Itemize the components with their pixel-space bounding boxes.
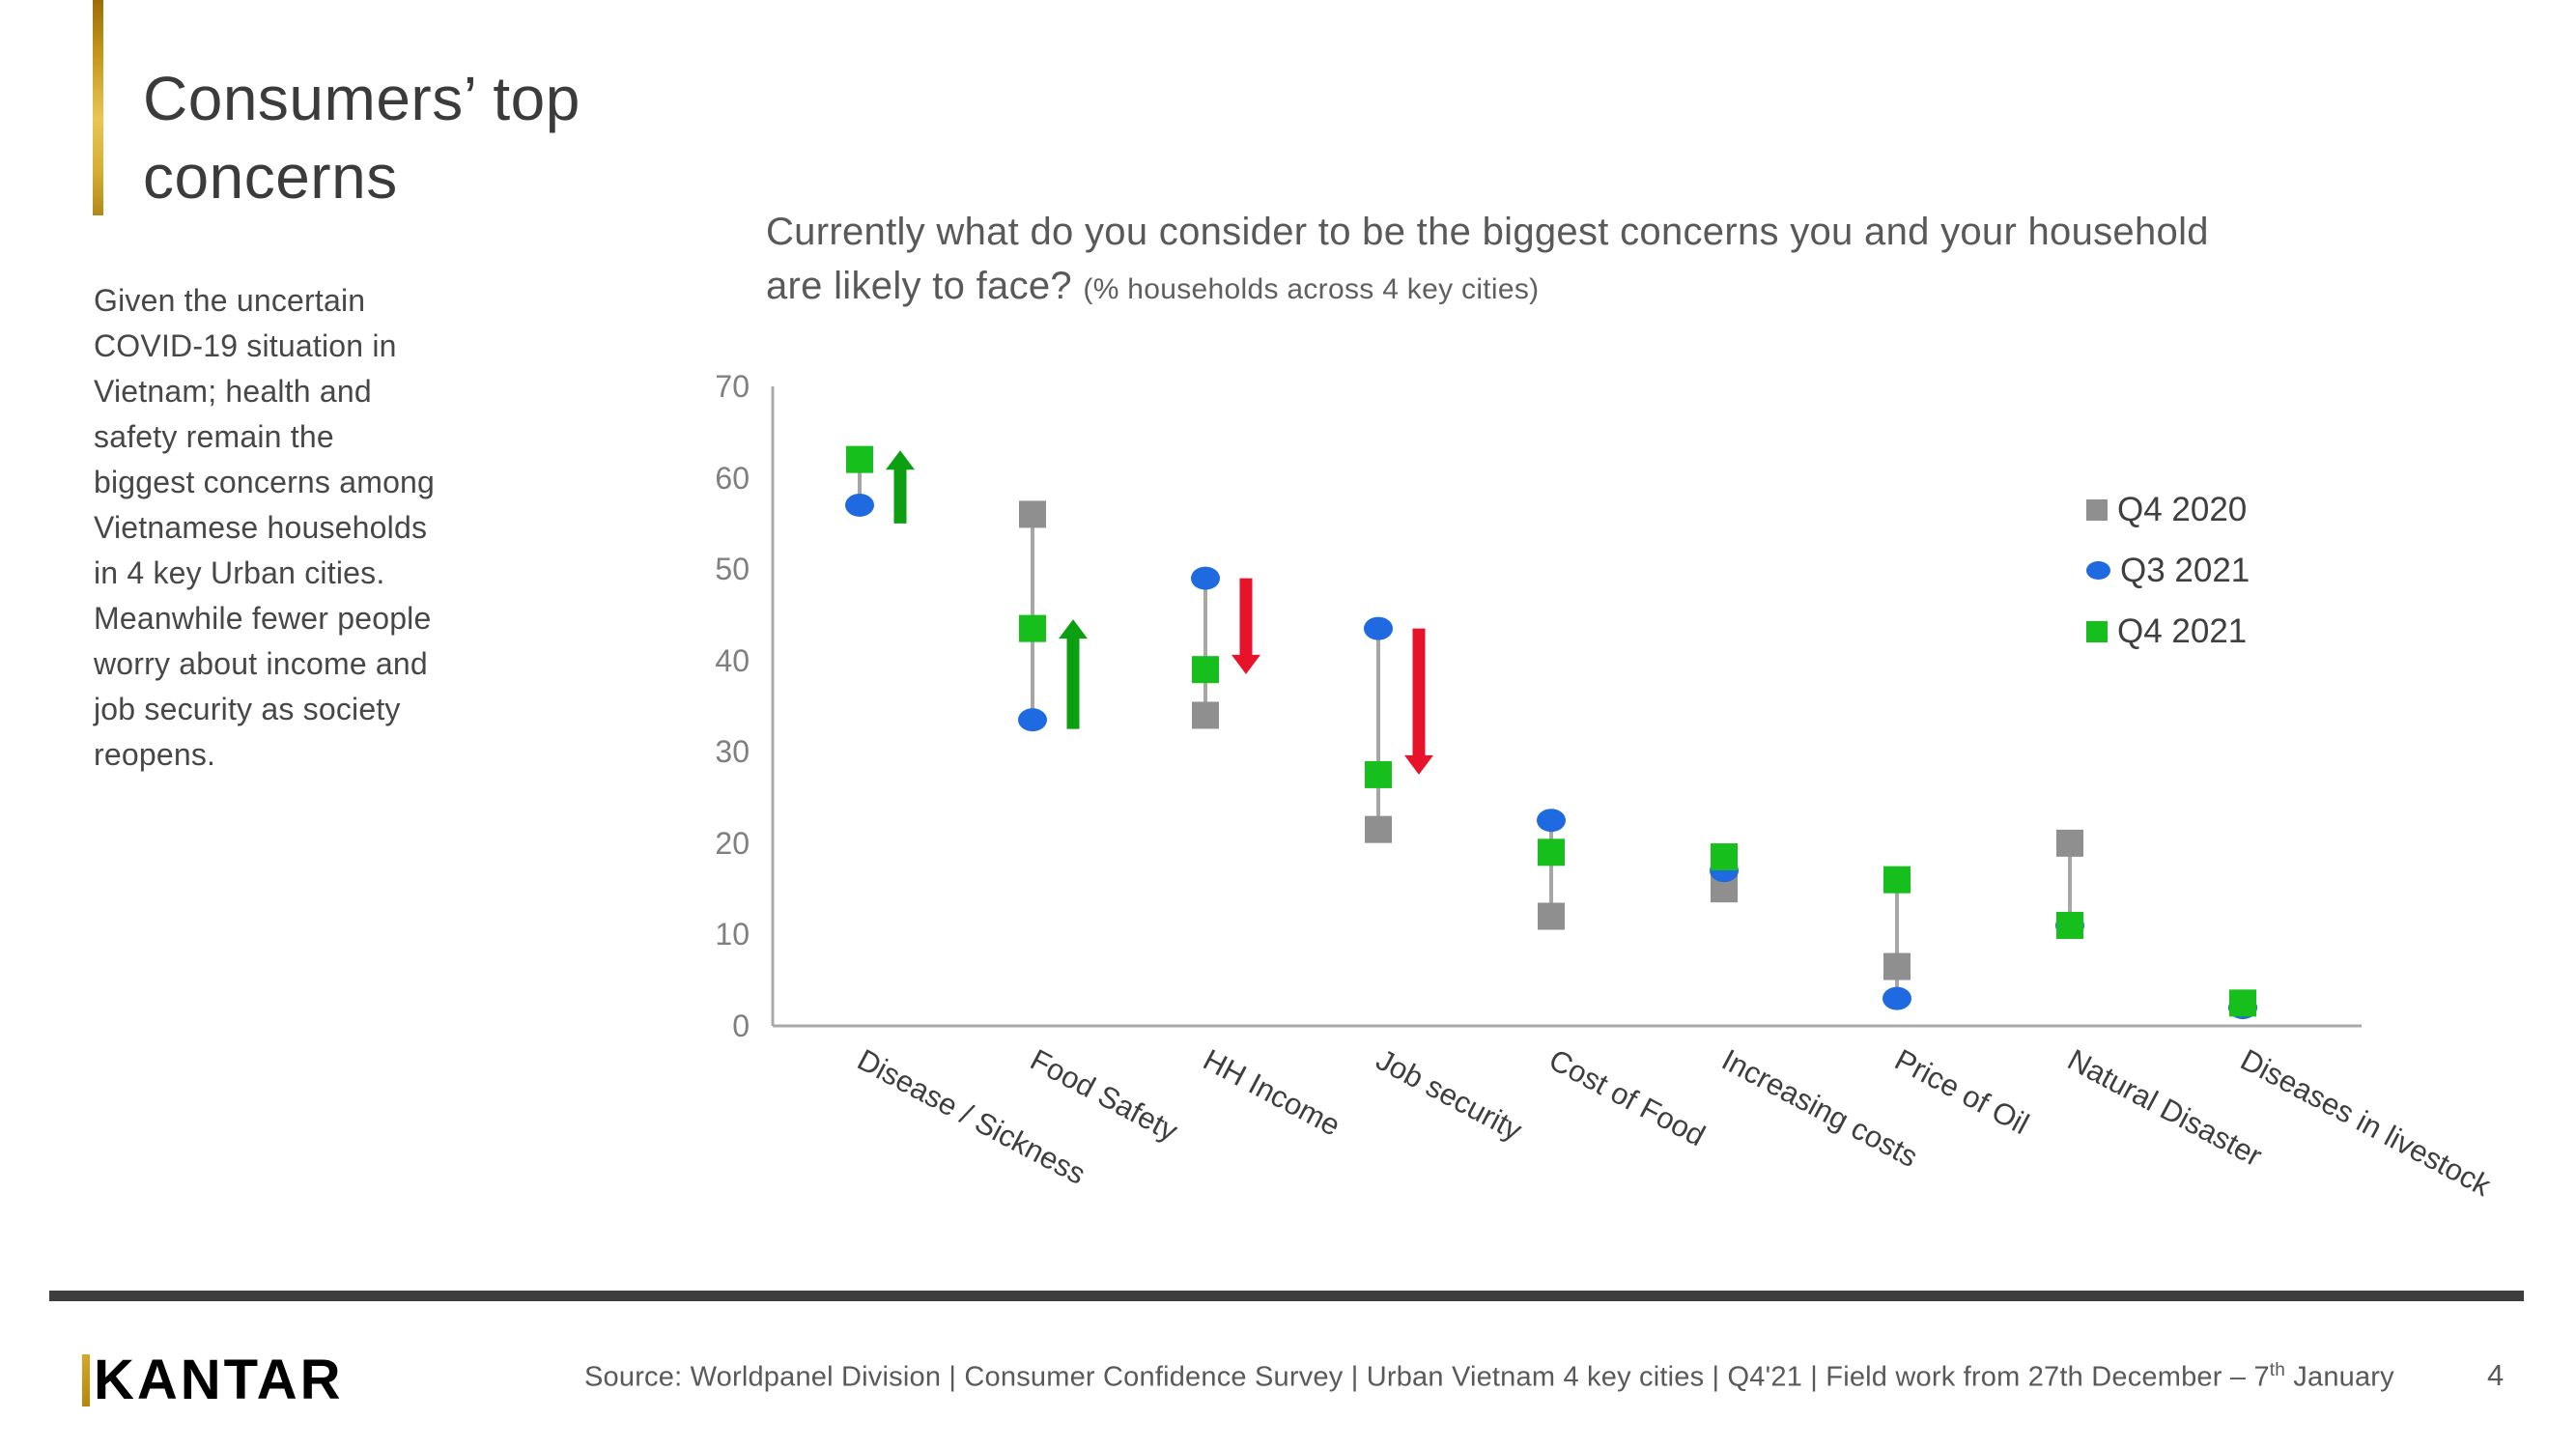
- marker-q3-2021: [1882, 986, 1911, 1010]
- slide-title: Consumers’ top concerns: [143, 64, 580, 212]
- marker-q4-2021: [2229, 989, 2256, 1017]
- chart-title-main: Currently what do you consider to be the…: [766, 211, 2209, 307]
- legend-square-icon: [2086, 620, 2108, 642]
- marker-q4-2020: [1019, 500, 1046, 528]
- y-axis-tick-label: 40: [715, 642, 750, 678]
- marker-q4-2021: [1538, 838, 1565, 867]
- marker-q3-2021: [1364, 616, 1393, 640]
- legend-label: Q4 2020: [2117, 490, 2248, 528]
- y-axis-tick-label: 70: [715, 369, 750, 404]
- kantar-logo-gold-stripe: [82, 1353, 90, 1406]
- chart-legend: Q4 2020 Q3 2021 Q4 2021: [2086, 479, 2250, 662]
- kantar-logo: KANTAR: [82, 1348, 344, 1412]
- chart-title: Currently what do you consider to be the…: [766, 205, 2234, 317]
- marker-q4-2021: [1711, 843, 1738, 871]
- y-axis-tick-label: 60: [715, 460, 750, 496]
- page-number: 4: [2487, 1358, 2505, 1392]
- marker-q4-2021: [846, 445, 873, 473]
- marker-q3-2021: [1537, 809, 1566, 833]
- marker-q4-2021: [1883, 866, 1911, 894]
- marker-q4-2021: [1365, 760, 1392, 788]
- y-axis-tick-label: 20: [715, 825, 750, 861]
- marker-q4-2021: [1192, 656, 1219, 684]
- marker-q4-2020: [1192, 701, 1219, 729]
- legend-item: Q4 2020: [2086, 479, 2250, 540]
- y-axis-tick-label: 0: [732, 1009, 750, 1043]
- marker-q4-2020: [2056, 829, 2083, 857]
- slide-commentary-text: Given the uncertain COVID-19 situation i…: [94, 283, 436, 772]
- chart-title-note: (% households across 4 key cities): [1083, 273, 1540, 305]
- marker-q4-2020: [1365, 815, 1392, 843]
- marker-q3-2021: [1018, 708, 1047, 732]
- y-axis-tick-label: 50: [715, 552, 750, 587]
- y-axis-tick-label: 30: [715, 734, 750, 770]
- gold-accent-bar: [93, 0, 103, 215]
- trend-arrow-down: [1404, 628, 1433, 775]
- legend-circle-icon: [2086, 561, 2110, 580]
- marker-q3-2021: [845, 493, 874, 517]
- y-axis-tick-label: 10: [715, 917, 750, 952]
- legend-item: Q3 2021: [2086, 540, 2250, 601]
- marker-q4-2021: [2056, 911, 2083, 939]
- marker-q4-2021: [1019, 614, 1046, 642]
- marker-q3-2021: [1191, 566, 1220, 590]
- trend-arrow-up: [886, 450, 915, 524]
- legend-square-icon: [2086, 498, 2108, 521]
- legend-item: Q4 2021: [2086, 601, 2250, 662]
- marker-q4-2020: [1538, 902, 1565, 930]
- marker-q4-2020: [1883, 952, 1911, 980]
- trend-arrow-up: [1059, 619, 1088, 729]
- source-attribution: Source: Worldpanel Division | Consumer C…: [584, 1360, 2394, 1393]
- footer-divider-bar: [49, 1291, 2524, 1301]
- legend-label: Q4 2021: [2117, 611, 2248, 650]
- trend-arrow-down: [1231, 578, 1260, 674]
- kantar-logo-text: KANTAR: [94, 1349, 344, 1411]
- legend-label: Q3 2021: [2120, 551, 2250, 589]
